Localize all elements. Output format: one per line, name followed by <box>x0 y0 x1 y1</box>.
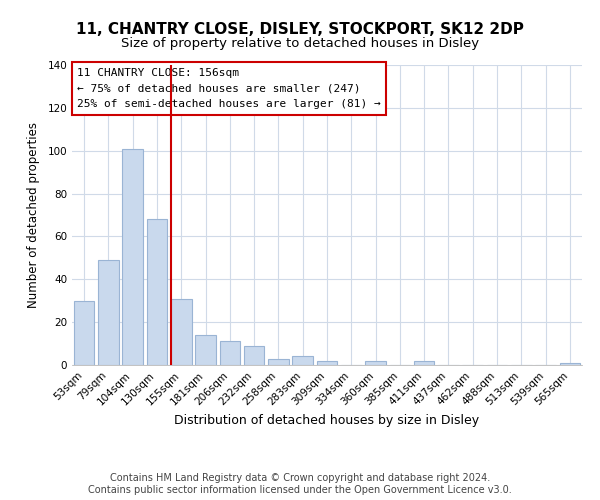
Bar <box>244 346 265 365</box>
Text: Size of property relative to detached houses in Disley: Size of property relative to detached ho… <box>121 38 479 51</box>
Bar <box>414 360 434 365</box>
Text: Contains HM Land Registry data © Crown copyright and database right 2024.
Contai: Contains HM Land Registry data © Crown c… <box>88 474 512 495</box>
Bar <box>146 220 167 365</box>
Bar <box>220 342 240 365</box>
Bar <box>171 298 191 365</box>
Bar <box>292 356 313 365</box>
Bar <box>365 360 386 365</box>
Y-axis label: Number of detached properties: Number of detached properties <box>28 122 40 308</box>
Bar <box>268 358 289 365</box>
Text: 11 CHANTRY CLOSE: 156sqm
← 75% of detached houses are smaller (247)
25% of semi-: 11 CHANTRY CLOSE: 156sqm ← 75% of detach… <box>77 68 381 109</box>
Bar <box>317 360 337 365</box>
Bar <box>560 363 580 365</box>
Bar <box>98 260 119 365</box>
Text: 11, CHANTRY CLOSE, DISLEY, STOCKPORT, SK12 2DP: 11, CHANTRY CLOSE, DISLEY, STOCKPORT, SK… <box>76 22 524 38</box>
X-axis label: Distribution of detached houses by size in Disley: Distribution of detached houses by size … <box>175 414 479 426</box>
Bar <box>74 300 94 365</box>
Bar <box>195 335 216 365</box>
Bar <box>122 148 143 365</box>
